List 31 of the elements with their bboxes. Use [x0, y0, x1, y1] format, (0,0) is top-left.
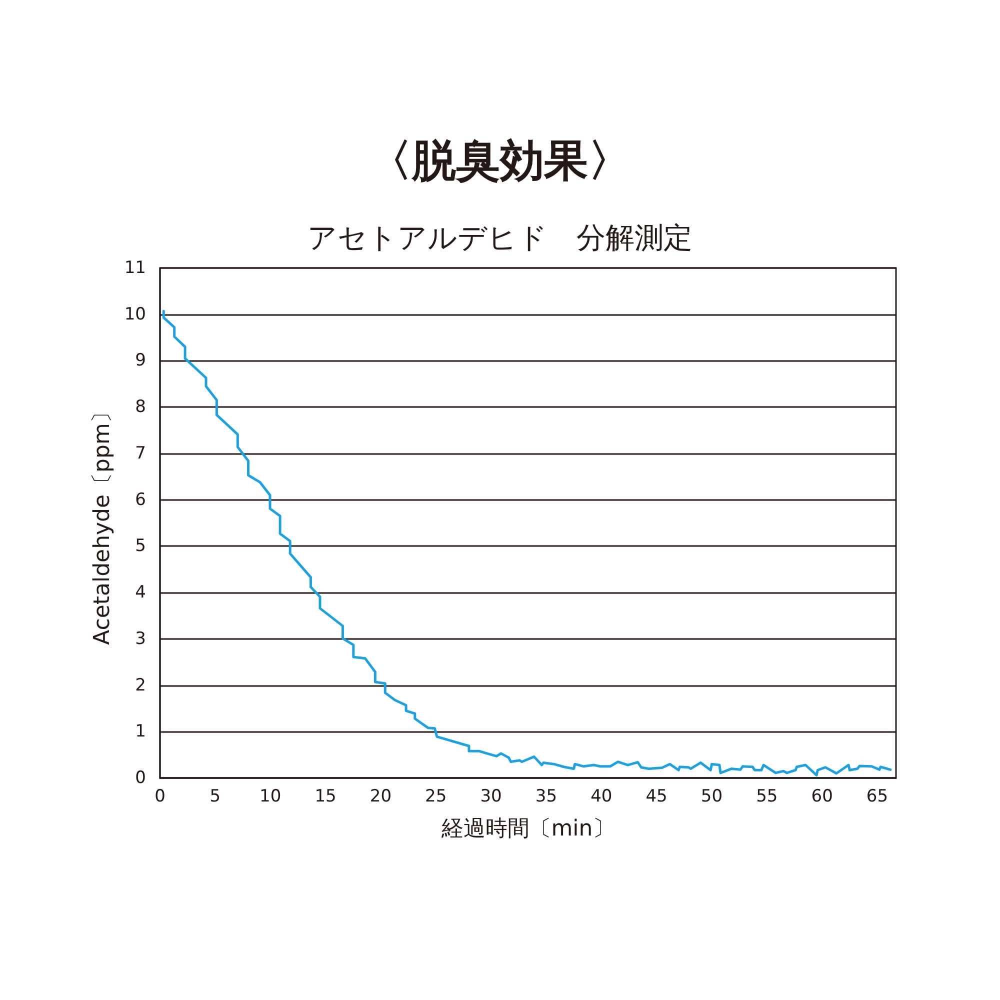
y-tick-label: 6 [135, 490, 146, 510]
x-axis-title: 経過時間〔min〕 [440, 816, 615, 842]
y-tick-label: 9 [135, 350, 146, 371]
chart-title: 〈脱臭効果〉 [368, 136, 632, 186]
x-tick-label: 10 [260, 786, 282, 806]
y-tick-label: 0 [135, 768, 146, 788]
x-tick-label: 20 [370, 786, 392, 806]
y-tick-label: 7 [135, 443, 146, 464]
y-tick-label: 4 [135, 582, 146, 603]
x-tick-label: 45 [646, 786, 668, 806]
y-tick-label: 11 [124, 258, 146, 278]
x-tick-label: 15 [314, 786, 336, 806]
x-tick-label: 55 [756, 786, 778, 806]
y-tick-label: 3 [135, 628, 146, 649]
chart-subtitle: アセトアルデヒド 分解測定 [308, 220, 692, 254]
line-series [162, 310, 892, 776]
y-tick-label: 8 [135, 397, 146, 418]
x-tick-label: 60 [811, 786, 833, 806]
x-tick-label: 65 [866, 786, 888, 806]
x-tick-label: 5 [210, 786, 221, 806]
y-tick-label: 10 [124, 304, 146, 324]
y-tick-label: 1 [135, 722, 146, 742]
x-tick-label: 0 [154, 786, 166, 806]
y-tick-label: 2 [135, 675, 146, 696]
x-tick-label: 50 [700, 786, 723, 806]
x-tick-label: 25 [425, 786, 447, 806]
x-tick-label: 35 [535, 786, 558, 806]
x-tick-label: 40 [590, 786, 612, 806]
y-axis-title: Acetaldehyde〔ppm〕 [90, 401, 115, 645]
x-tick-label: 30 [480, 786, 502, 806]
y-tick-label: 5 [135, 536, 146, 556]
